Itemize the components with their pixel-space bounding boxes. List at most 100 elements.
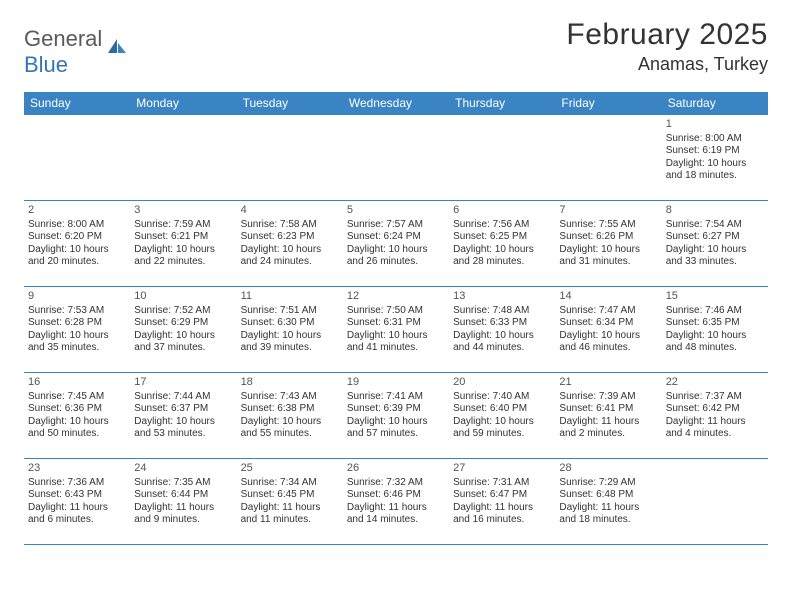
calendar-cell: 12Sunrise: 7:50 AMSunset: 6:31 PMDayligh… bbox=[343, 287, 449, 373]
calendar-cell: 21Sunrise: 7:39 AMSunset: 6:41 PMDayligh… bbox=[555, 373, 661, 459]
sunset-line: Sunset: 6:48 PM bbox=[559, 489, 657, 502]
sunset-line: Sunset: 6:25 PM bbox=[453, 231, 551, 244]
sunrise-line: Sunrise: 7:50 AM bbox=[347, 305, 445, 318]
calendar-cell: 5Sunrise: 7:57 AMSunset: 6:24 PMDaylight… bbox=[343, 201, 449, 287]
calendar-cell: 8Sunrise: 7:54 AMSunset: 6:27 PMDaylight… bbox=[662, 201, 768, 287]
weekday-header: Friday bbox=[555, 92, 661, 115]
calendar-row: 23Sunrise: 7:36 AMSunset: 6:43 PMDayligh… bbox=[24, 459, 768, 545]
day-number: 15 bbox=[666, 290, 764, 304]
sunset-line: Sunset: 6:39 PM bbox=[347, 403, 445, 416]
day-number: 13 bbox=[453, 290, 551, 304]
calendar-cell bbox=[130, 115, 236, 201]
calendar-cell: 18Sunrise: 7:43 AMSunset: 6:38 PMDayligh… bbox=[237, 373, 343, 459]
day-number: 25 bbox=[241, 462, 339, 476]
sunset-line: Sunset: 6:43 PM bbox=[28, 489, 126, 502]
daylight-line: Daylight: 11 hours and 4 minutes. bbox=[666, 416, 764, 441]
calendar-cell: 24Sunrise: 7:35 AMSunset: 6:44 PMDayligh… bbox=[130, 459, 236, 545]
location: Anamas, Turkey bbox=[566, 54, 768, 75]
weekday-header: Saturday bbox=[662, 92, 768, 115]
sunrise-line: Sunrise: 7:48 AM bbox=[453, 305, 551, 318]
weekday-header: Sunday bbox=[24, 92, 130, 115]
calendar-row: 2Sunrise: 8:00 AMSunset: 6:20 PMDaylight… bbox=[24, 201, 768, 287]
daylight-line: Daylight: 11 hours and 6 minutes. bbox=[28, 502, 126, 527]
calendar-cell: 16Sunrise: 7:45 AMSunset: 6:36 PMDayligh… bbox=[24, 373, 130, 459]
sunset-line: Sunset: 6:37 PM bbox=[134, 403, 232, 416]
sunrise-line: Sunrise: 7:32 AM bbox=[347, 477, 445, 490]
sunrise-line: Sunrise: 7:39 AM bbox=[559, 391, 657, 404]
sunset-line: Sunset: 6:24 PM bbox=[347, 231, 445, 244]
day-number: 10 bbox=[134, 290, 232, 304]
day-number: 11 bbox=[241, 290, 339, 304]
sunset-line: Sunset: 6:29 PM bbox=[134, 317, 232, 330]
calendar-cell: 10Sunrise: 7:52 AMSunset: 6:29 PMDayligh… bbox=[130, 287, 236, 373]
day-number: 8 bbox=[666, 204, 764, 218]
sunrise-line: Sunrise: 7:46 AM bbox=[666, 305, 764, 318]
weekday-header-row: Sunday Monday Tuesday Wednesday Thursday… bbox=[24, 92, 768, 115]
sunrise-line: Sunrise: 7:59 AM bbox=[134, 219, 232, 232]
sunrise-line: Sunrise: 7:34 AM bbox=[241, 477, 339, 490]
day-number: 27 bbox=[453, 462, 551, 476]
daylight-line: Daylight: 10 hours and 33 minutes. bbox=[666, 244, 764, 269]
calendar-cell: 7Sunrise: 7:55 AMSunset: 6:26 PMDaylight… bbox=[555, 201, 661, 287]
sunrise-line: Sunrise: 8:00 AM bbox=[28, 219, 126, 232]
calendar-cell: 2Sunrise: 8:00 AMSunset: 6:20 PMDaylight… bbox=[24, 201, 130, 287]
daylight-line: Daylight: 10 hours and 24 minutes. bbox=[241, 244, 339, 269]
day-number: 19 bbox=[347, 376, 445, 390]
logo: General Blue bbox=[24, 18, 128, 78]
logo-text-blue: Blue bbox=[24, 52, 68, 77]
sunset-line: Sunset: 6:20 PM bbox=[28, 231, 126, 244]
calendar-cell: 25Sunrise: 7:34 AMSunset: 6:45 PMDayligh… bbox=[237, 459, 343, 545]
daylight-line: Daylight: 11 hours and 9 minutes. bbox=[134, 502, 232, 527]
daylight-line: Daylight: 10 hours and 20 minutes. bbox=[28, 244, 126, 269]
weekday-header: Monday bbox=[130, 92, 236, 115]
day-number: 12 bbox=[347, 290, 445, 304]
calendar-table: Sunday Monday Tuesday Wednesday Thursday… bbox=[24, 92, 768, 545]
sunrise-line: Sunrise: 7:47 AM bbox=[559, 305, 657, 318]
weekday-header: Tuesday bbox=[237, 92, 343, 115]
daylight-line: Daylight: 10 hours and 37 minutes. bbox=[134, 330, 232, 355]
day-number: 9 bbox=[28, 290, 126, 304]
calendar-body: 1Sunrise: 8:00 AMSunset: 6:19 PMDaylight… bbox=[24, 115, 768, 545]
daylight-line: Daylight: 10 hours and 22 minutes. bbox=[134, 244, 232, 269]
sunrise-line: Sunrise: 7:54 AM bbox=[666, 219, 764, 232]
logo-sail-icon bbox=[108, 39, 128, 55]
calendar-row: 1Sunrise: 8:00 AMSunset: 6:19 PMDaylight… bbox=[24, 115, 768, 201]
calendar-cell: 6Sunrise: 7:56 AMSunset: 6:25 PMDaylight… bbox=[449, 201, 555, 287]
calendar-cell: 22Sunrise: 7:37 AMSunset: 6:42 PMDayligh… bbox=[662, 373, 768, 459]
day-number: 2 bbox=[28, 204, 126, 218]
calendar-page: General Blue February 2025 Anamas, Turke… bbox=[0, 0, 792, 555]
calendar-cell: 1Sunrise: 8:00 AMSunset: 6:19 PMDaylight… bbox=[662, 115, 768, 201]
calendar-cell: 27Sunrise: 7:31 AMSunset: 6:47 PMDayligh… bbox=[449, 459, 555, 545]
day-number: 18 bbox=[241, 376, 339, 390]
calendar-cell: 26Sunrise: 7:32 AMSunset: 6:46 PMDayligh… bbox=[343, 459, 449, 545]
sunset-line: Sunset: 6:30 PM bbox=[241, 317, 339, 330]
sunrise-line: Sunrise: 7:53 AM bbox=[28, 305, 126, 318]
calendar-cell: 28Sunrise: 7:29 AMSunset: 6:48 PMDayligh… bbox=[555, 459, 661, 545]
daylight-line: Daylight: 10 hours and 26 minutes. bbox=[347, 244, 445, 269]
sunset-line: Sunset: 6:33 PM bbox=[453, 317, 551, 330]
sunrise-line: Sunrise: 7:37 AM bbox=[666, 391, 764, 404]
daylight-line: Daylight: 10 hours and 57 minutes. bbox=[347, 416, 445, 441]
calendar-cell: 14Sunrise: 7:47 AMSunset: 6:34 PMDayligh… bbox=[555, 287, 661, 373]
daylight-line: Daylight: 10 hours and 39 minutes. bbox=[241, 330, 339, 355]
weekday-header: Thursday bbox=[449, 92, 555, 115]
sunset-line: Sunset: 6:27 PM bbox=[666, 231, 764, 244]
sunset-line: Sunset: 6:26 PM bbox=[559, 231, 657, 244]
calendar-row: 16Sunrise: 7:45 AMSunset: 6:36 PMDayligh… bbox=[24, 373, 768, 459]
calendar-cell: 3Sunrise: 7:59 AMSunset: 6:21 PMDaylight… bbox=[130, 201, 236, 287]
daylight-line: Daylight: 11 hours and 11 minutes. bbox=[241, 502, 339, 527]
sunrise-line: Sunrise: 7:51 AM bbox=[241, 305, 339, 318]
daylight-line: Daylight: 10 hours and 41 minutes. bbox=[347, 330, 445, 355]
day-number: 14 bbox=[559, 290, 657, 304]
logo-text-general: General bbox=[24, 26, 102, 51]
sunrise-line: Sunrise: 7:52 AM bbox=[134, 305, 232, 318]
sunrise-line: Sunrise: 7:36 AM bbox=[28, 477, 126, 490]
calendar-cell: 11Sunrise: 7:51 AMSunset: 6:30 PMDayligh… bbox=[237, 287, 343, 373]
daylight-line: Daylight: 10 hours and 18 minutes. bbox=[666, 158, 764, 183]
daylight-line: Daylight: 10 hours and 46 minutes. bbox=[559, 330, 657, 355]
sunset-line: Sunset: 6:23 PM bbox=[241, 231, 339, 244]
sunrise-line: Sunrise: 7:57 AM bbox=[347, 219, 445, 232]
sunrise-line: Sunrise: 7:45 AM bbox=[28, 391, 126, 404]
sunrise-line: Sunrise: 7:35 AM bbox=[134, 477, 232, 490]
sunrise-line: Sunrise: 7:58 AM bbox=[241, 219, 339, 232]
